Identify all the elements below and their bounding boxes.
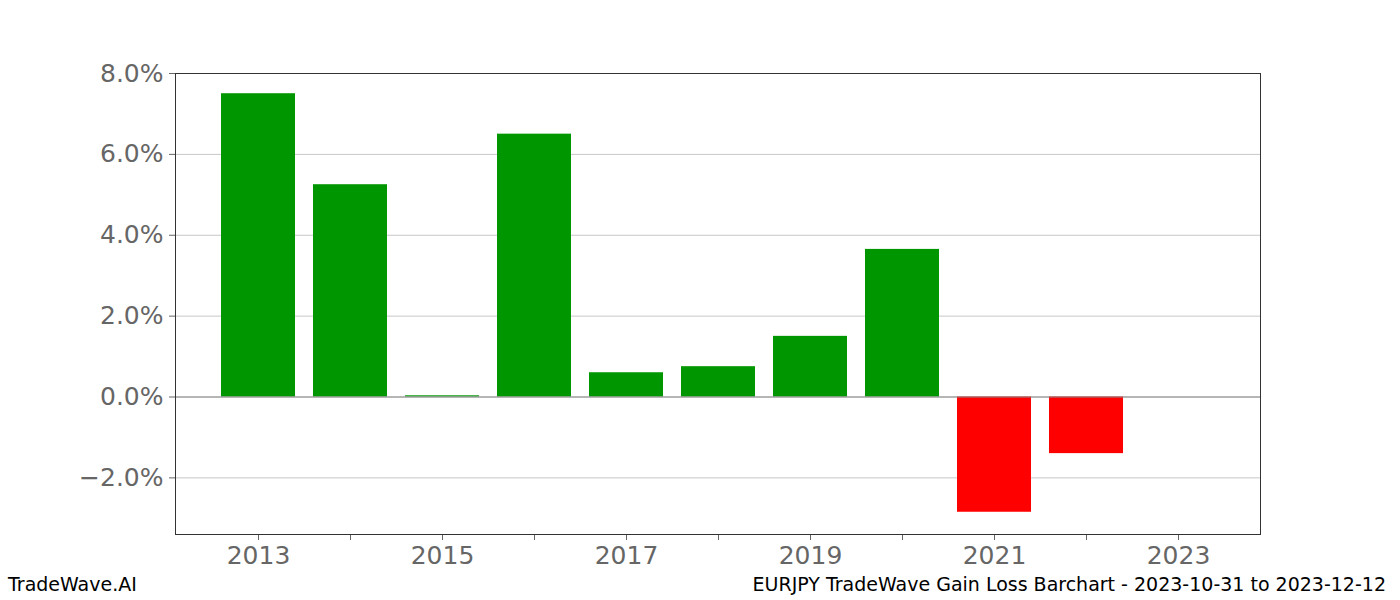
svg-text:2.0%: 2.0% [100,301,164,330]
svg-text:2019: 2019 [779,541,843,568]
svg-text:0.0%: 0.0% [100,382,164,411]
svg-text:4.0%: 4.0% [100,220,164,249]
svg-text:2017: 2017 [595,541,659,568]
svg-text:2015: 2015 [411,541,475,568]
svg-text:8.0%: 8.0% [100,59,164,88]
svg-text:2023: 2023 [1147,541,1211,568]
svg-text:2013: 2013 [227,541,291,568]
svg-text:−2.0%: −2.0% [79,463,163,492]
svg-text:6.0%: 6.0% [100,139,164,168]
html-text:EURJPY TradeWave Gain Loss Bar: EURJPY TradeWave Gain Loss Barchart - 20… [752,573,1386,595]
svg-text:2021: 2021 [963,541,1027,568]
html-text:TradeWave.AI: TradeWave.AI [8,573,137,595]
